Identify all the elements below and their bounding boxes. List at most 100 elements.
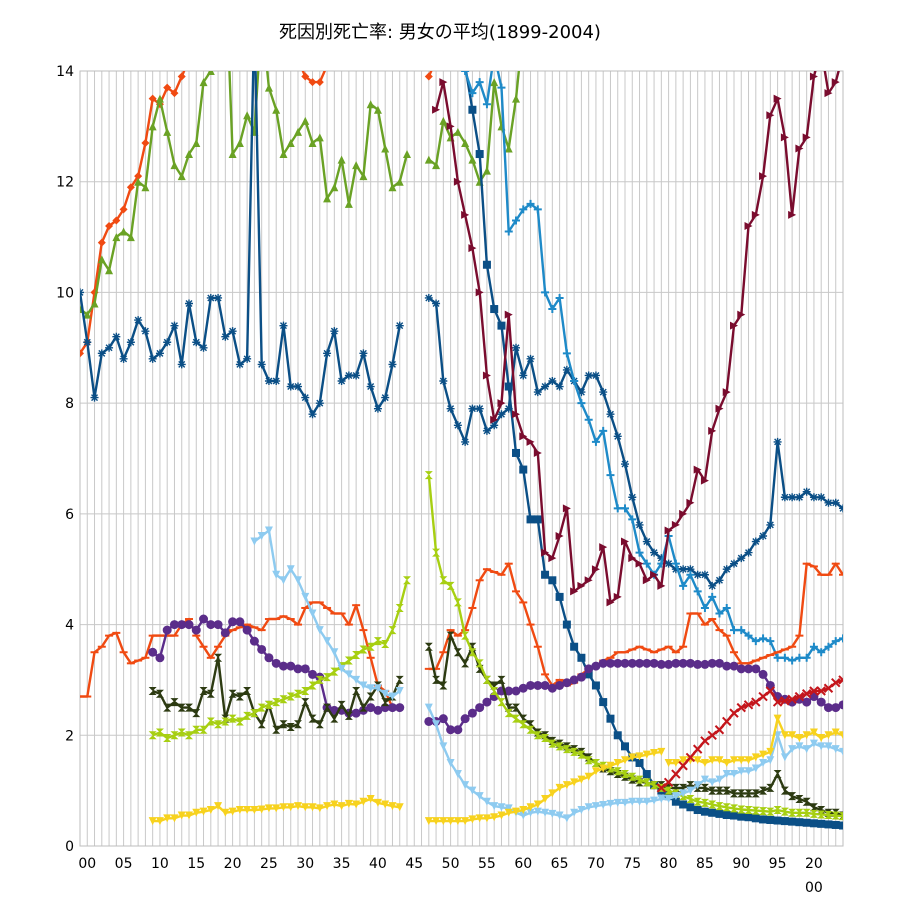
data-point — [468, 155, 477, 164]
data-point — [323, 637, 332, 646]
x-tick-label: 40 — [369, 856, 387, 872]
series-line — [80, 71, 409, 316]
data-point — [555, 592, 564, 601]
data-point — [454, 61, 462, 69]
data-point — [395, 603, 404, 612]
data-point — [432, 817, 441, 826]
data-point — [330, 800, 339, 809]
data-point — [707, 658, 717, 668]
data-point — [642, 750, 651, 759]
data-point — [722, 388, 731, 397]
data-point — [635, 758, 644, 767]
data-point — [184, 620, 194, 630]
data-point — [613, 758, 622, 767]
data-point — [337, 802, 346, 811]
data-point — [679, 581, 688, 590]
data-point — [272, 377, 281, 385]
data-point — [243, 687, 252, 695]
data-point — [788, 745, 797, 754]
data-point — [657, 581, 666, 590]
data-point — [656, 659, 666, 669]
data-point — [802, 731, 811, 740]
data-point — [323, 703, 332, 712]
x-tick-label: 35 — [333, 856, 351, 872]
data-point — [715, 756, 724, 765]
data-point — [729, 661, 739, 671]
data-point — [461, 71, 470, 75]
x-tick-label: 00 — [78, 856, 96, 872]
data-point — [584, 772, 593, 781]
data-point — [279, 321, 288, 330]
data-point — [642, 797, 651, 806]
data-point — [577, 388, 586, 397]
data-point — [555, 680, 565, 690]
data-point — [373, 404, 382, 413]
data-point — [388, 183, 397, 192]
data-point — [584, 670, 593, 679]
data-point — [548, 809, 557, 818]
data-point — [591, 661, 601, 671]
data-point — [214, 50, 222, 58]
data-point — [751, 210, 760, 219]
data-point — [403, 150, 411, 159]
data-point — [497, 675, 506, 684]
data-point — [504, 404, 513, 413]
data-point — [744, 664, 754, 674]
data-point — [824, 498, 833, 507]
data-point — [352, 371, 361, 380]
data-point — [300, 664, 310, 674]
data-point — [119, 205, 128, 214]
data-point — [831, 78, 840, 87]
data-point — [221, 332, 230, 341]
data-point — [308, 609, 317, 618]
x-tick-label: 50 — [442, 856, 460, 872]
data-point — [627, 658, 637, 668]
x-tick-label: 75 — [623, 856, 641, 872]
data-point — [839, 504, 843, 513]
data-point — [751, 753, 760, 762]
x-tick-label: 05 — [115, 856, 133, 872]
data-point — [809, 72, 818, 81]
data-point — [432, 299, 441, 308]
data-point — [722, 716, 732, 727]
data-point — [700, 798, 709, 807]
data-point — [541, 808, 550, 817]
data-point — [737, 805, 746, 814]
data-point — [766, 520, 775, 529]
data-point — [170, 321, 179, 330]
data-point — [381, 800, 390, 809]
data-point — [526, 680, 536, 690]
x-tick-label: 95 — [769, 856, 787, 872]
data-point — [490, 813, 499, 822]
data-point — [722, 786, 731, 795]
data-point — [512, 94, 520, 103]
data-point — [621, 460, 629, 469]
data-point — [294, 382, 302, 391]
data-point — [126, 183, 135, 192]
series-9 — [454, 61, 843, 665]
data-point — [526, 725, 535, 734]
data-point — [831, 703, 841, 713]
data-point — [613, 767, 622, 776]
data-point — [555, 742, 564, 751]
data-point — [533, 680, 543, 690]
data-point — [708, 581, 717, 590]
data-point — [584, 756, 593, 765]
data-point — [272, 570, 281, 579]
data-point — [373, 684, 382, 693]
data-point — [83, 310, 92, 319]
data-point — [795, 794, 804, 803]
data-point — [148, 731, 157, 740]
data-point — [337, 377, 346, 385]
data-point — [541, 288, 550, 297]
series-7 — [424, 293, 843, 590]
data-point — [453, 817, 462, 826]
data-point — [235, 138, 244, 147]
data-point — [424, 471, 433, 480]
x-tick-label: 60 — [514, 856, 532, 872]
data-point — [243, 806, 252, 815]
data-point — [780, 653, 789, 662]
axis-labels: 0 2 4 6 8 10 12 14 00 05 10 15 20 25 30 35 40 45 50 55 60 65 7… — [56, 64, 823, 896]
data-point — [301, 393, 310, 402]
data-point — [337, 664, 346, 673]
